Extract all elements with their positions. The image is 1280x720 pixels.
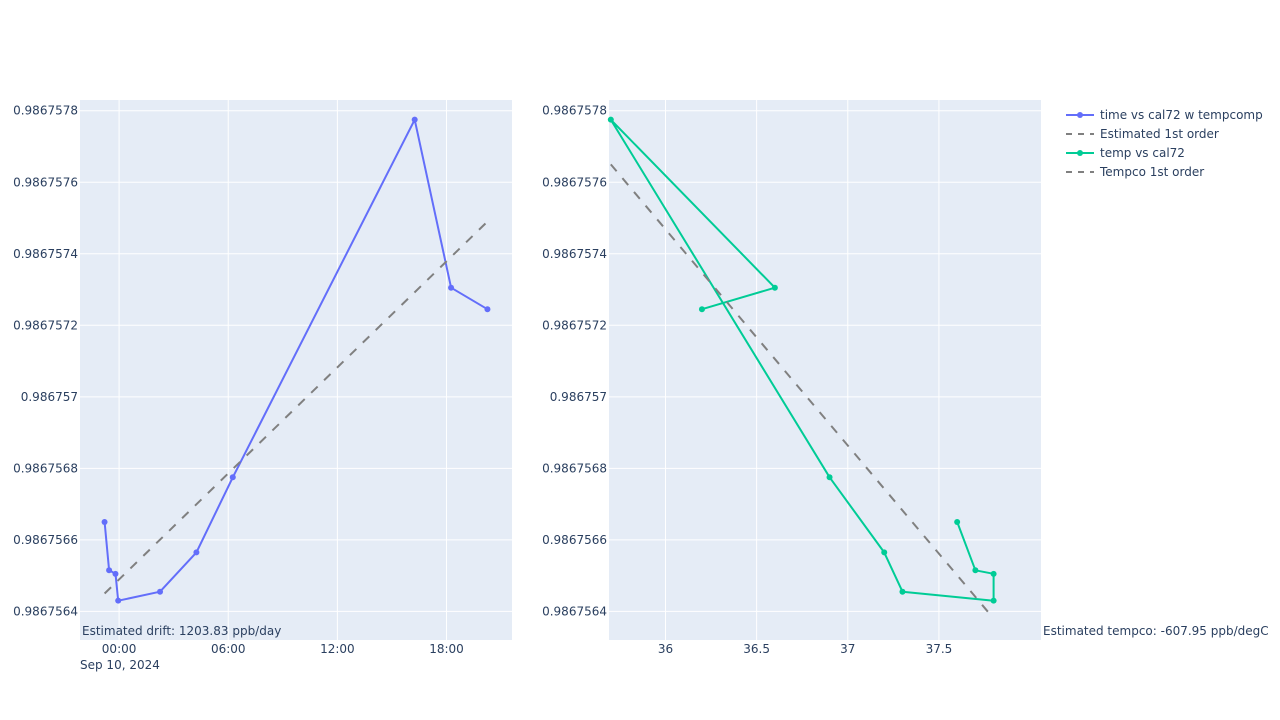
y-tick-label: 0.9867576 — [13, 175, 78, 189]
y-tick-label: 0.9867574 — [13, 247, 78, 261]
data-point[interactable] — [954, 518, 961, 525]
y-tick-label: 0.9867578 — [542, 104, 607, 118]
legend-item[interactable]: Estimated 1st order — [1066, 127, 1219, 141]
x-ticks-left: 00:00 06:00 12:00 18:00 — [102, 642, 464, 656]
marks-left — [101, 116, 491, 604]
data-point[interactable] — [826, 474, 833, 481]
x-tick-label: 36.5 — [743, 642, 770, 656]
legend-label: Tempco 1st order — [1099, 165, 1204, 179]
series-line — [609, 118, 995, 602]
y-ticks-right: 0.9867564 0.9867566 0.9867568 0.986757 0.986… — [542, 104, 607, 619]
data-point[interactable] — [881, 549, 888, 556]
data-point[interactable] — [229, 474, 236, 481]
data-point[interactable] — [990, 597, 997, 604]
data-point[interactable] — [484, 306, 491, 313]
drift-subplot: 0.9867564 0.9867566 0.9867568 0.986757 0.986… — [13, 100, 512, 672]
series-line — [103, 118, 488, 602]
x-tick-label: 37.5 — [926, 642, 953, 656]
legend-item[interactable]: temp vs cal72 — [1066, 146, 1185, 160]
plot-area-left — [80, 100, 512, 640]
data-point[interactable] — [990, 570, 997, 577]
gridlines-left — [80, 100, 512, 640]
data-point[interactable] — [106, 567, 113, 574]
tempco-subplot: 0.9867564 0.9867566 0.9867568 0.986757 0.986… — [542, 100, 1269, 656]
y-tick-label: 0.9867574 — [542, 247, 607, 261]
x-tick-label: 12:00 — [320, 642, 355, 656]
series-line — [610, 163, 995, 620]
y-tick-label: 0.9867564 — [542, 604, 607, 618]
data-point[interactable] — [411, 116, 418, 123]
legend-item[interactable]: time vs cal72 w tempcomp — [1066, 108, 1263, 122]
legend-marker — [1077, 150, 1083, 156]
x-tick-label: 00:00 — [102, 642, 137, 656]
y-tick-label: 0.9867564 — [13, 604, 78, 618]
y-tick-label: 0.986757 — [21, 390, 78, 404]
legend-item[interactable]: Tempco 1st order — [1066, 165, 1204, 179]
x-ticks-right: 36 36.5 37 37.5 — [658, 642, 952, 656]
x-tick-label: 36 — [658, 642, 673, 656]
marks-right — [607, 116, 997, 620]
data-point[interactable] — [101, 518, 108, 525]
y-tick-label: 0.986757 — [550, 390, 607, 404]
data-point[interactable] — [448, 284, 455, 291]
data-point[interactable] — [698, 306, 705, 313]
drift-annotation: Estimated drift: 1203.83 ppb/day — [82, 624, 281, 638]
y-tick-label: 0.9867578 — [13, 104, 78, 118]
tempco-annotation: Estimated tempco: -607.95 ppb/degC — [1043, 624, 1269, 638]
x-date-label: Sep 10, 2024 — [80, 658, 160, 672]
x-tick-label: 06:00 — [211, 642, 246, 656]
y-tick-label: 0.9867568 — [13, 461, 78, 475]
y-tick-label: 0.9867572 — [13, 318, 78, 332]
legend-label: Estimated 1st order — [1100, 127, 1219, 141]
data-point[interactable] — [972, 567, 979, 574]
data-point[interactable] — [607, 116, 614, 123]
y-tick-label: 0.9867566 — [542, 533, 607, 547]
data-point[interactable] — [771, 284, 778, 291]
gridlines-right — [609, 100, 1041, 640]
x-tick-label: 18:00 — [429, 642, 464, 656]
legend-label: temp vs cal72 — [1100, 146, 1185, 160]
y-tick-label: 0.9867576 — [542, 175, 607, 189]
data-point[interactable] — [112, 570, 119, 577]
y-ticks-left: 0.9867564 0.9867566 0.9867568 0.986757 0.986… — [13, 104, 78, 619]
legend-marker — [1077, 112, 1083, 118]
y-tick-label: 0.9867568 — [542, 461, 607, 475]
data-point[interactable] — [193, 549, 200, 556]
data-point[interactable] — [115, 597, 122, 604]
legend-label: time vs cal72 w tempcomp — [1100, 108, 1263, 122]
x-tick-label: 37 — [840, 642, 855, 656]
y-tick-label: 0.9867566 — [13, 533, 78, 547]
y-tick-label: 0.9867572 — [542, 318, 607, 332]
data-point[interactable] — [157, 588, 164, 595]
legend[interactable]: time vs cal72 w tempcomp Estimated 1st or… — [1066, 108, 1263, 179]
plot-area-right — [609, 100, 1041, 640]
data-point[interactable] — [899, 588, 906, 595]
